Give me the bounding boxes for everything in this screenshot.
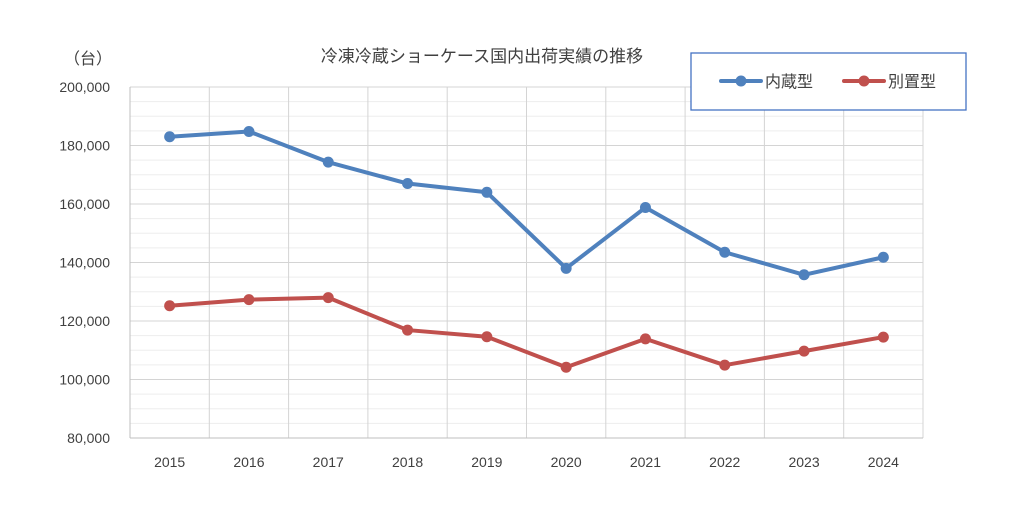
legend-marker — [735, 75, 747, 87]
legend-item-1: 内蔵型 — [719, 72, 813, 91]
data-point — [164, 131, 176, 143]
data-point — [560, 262, 572, 274]
data-point — [719, 359, 731, 371]
x-tick-label: 2022 — [709, 454, 740, 470]
data-point — [243, 294, 255, 306]
data-point — [402, 178, 414, 190]
y-axis-unit-label: （台） — [64, 49, 112, 68]
axes — [129, 87, 924, 439]
legend-marker — [858, 75, 870, 87]
x-tick-label: 2018 — [392, 454, 423, 470]
y-tick-label: 140,000 — [59, 255, 110, 271]
series-line — [167, 129, 886, 277]
x-axis-tick-labels: 2015 2016 2017 2018 2019 2020 2021 2022 2023 2024 — [154, 454, 899, 470]
grid-lines — [130, 86, 923, 438]
data-point — [798, 269, 810, 281]
data-point — [560, 361, 572, 373]
chart-title: 冷凍冷蔵ショーケース国内出荷実績の推移 — [321, 47, 643, 67]
data-point — [243, 125, 255, 137]
data-point — [322, 156, 334, 168]
x-tick-label: 2016 — [233, 454, 264, 470]
data-point — [481, 186, 493, 198]
data-point — [322, 292, 334, 304]
y-tick-label: 200,000 — [59, 79, 110, 95]
x-tick-label: 2024 — [868, 454, 899, 470]
series-group — [164, 125, 889, 373]
x-tick-label: 2020 — [551, 454, 582, 470]
data-point — [481, 331, 493, 343]
data-point — [402, 324, 414, 336]
y-tick-label: 180,000 — [59, 138, 110, 154]
data-point — [639, 333, 651, 345]
data-point — [164, 300, 176, 312]
data-point — [719, 246, 731, 258]
y-tick-label: 100,000 — [59, 372, 110, 388]
x-tick-label: 2015 — [154, 454, 185, 470]
legend-item-2: 別置型 — [842, 72, 936, 91]
data-point — [877, 331, 889, 343]
x-tick-label: 2023 — [788, 454, 819, 470]
data-point — [798, 345, 810, 357]
legend-label: 内蔵型 — [765, 72, 813, 91]
legend-label: 別置型 — [888, 72, 936, 91]
y-tick-label: 160,000 — [59, 196, 110, 212]
legend: 内蔵型 別置型 — [690, 52, 967, 111]
data-point — [877, 251, 889, 263]
x-tick-label: 2019 — [471, 454, 502, 470]
series-line — [167, 295, 886, 370]
x-tick-label: 2017 — [313, 454, 344, 470]
x-tick-label: 2021 — [630, 454, 661, 470]
y-tick-label: 120,000 — [59, 313, 110, 329]
y-tick-label: 80,000 — [67, 430, 110, 446]
series-1 — [164, 125, 889, 281]
data-point — [639, 202, 651, 214]
series-2 — [164, 292, 889, 373]
y-axis-tick-labels: 80,000 100,000 120,000 140,000 160,000 180,00… — [59, 79, 110, 446]
